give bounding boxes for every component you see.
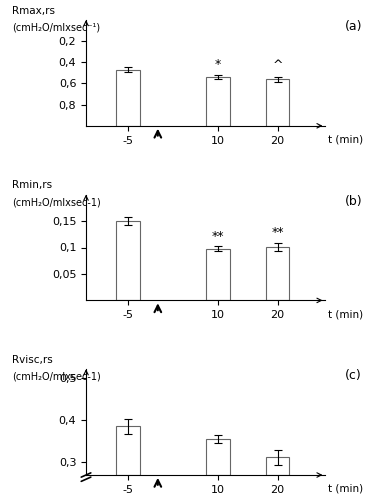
Text: t (min): t (min) — [328, 484, 364, 494]
Text: (a): (a) — [344, 20, 362, 33]
Text: Rmax,rs: Rmax,rs — [12, 6, 55, 16]
Bar — [116, 221, 140, 300]
Text: **: ** — [271, 226, 284, 238]
Text: ^: ^ — [272, 60, 283, 72]
Text: Rmin,rs: Rmin,rs — [12, 180, 52, 190]
Text: (cmH₂O/mlxsec⁻¹): (cmH₂O/mlxsec⁻¹) — [12, 22, 100, 32]
Bar — [116, 70, 140, 126]
Bar — [206, 248, 230, 300]
Bar — [266, 80, 289, 126]
Bar — [206, 439, 230, 475]
Bar — [206, 77, 230, 126]
Bar — [116, 426, 140, 475]
Text: (cmH₂O/mlxsec-1): (cmH₂O/mlxsec-1) — [12, 372, 101, 382]
Text: (c): (c) — [344, 369, 361, 382]
Text: *: * — [215, 58, 221, 71]
Text: (b): (b) — [344, 194, 362, 207]
Bar — [266, 247, 289, 300]
Text: t (min): t (min) — [328, 309, 364, 319]
Bar — [266, 457, 289, 475]
Text: **: ** — [211, 230, 224, 243]
Text: (cmH₂O/mlxsec-1): (cmH₂O/mlxsec-1) — [12, 198, 101, 207]
Text: t (min): t (min) — [328, 134, 364, 144]
Text: Rvisc,rs: Rvisc,rs — [12, 355, 53, 365]
